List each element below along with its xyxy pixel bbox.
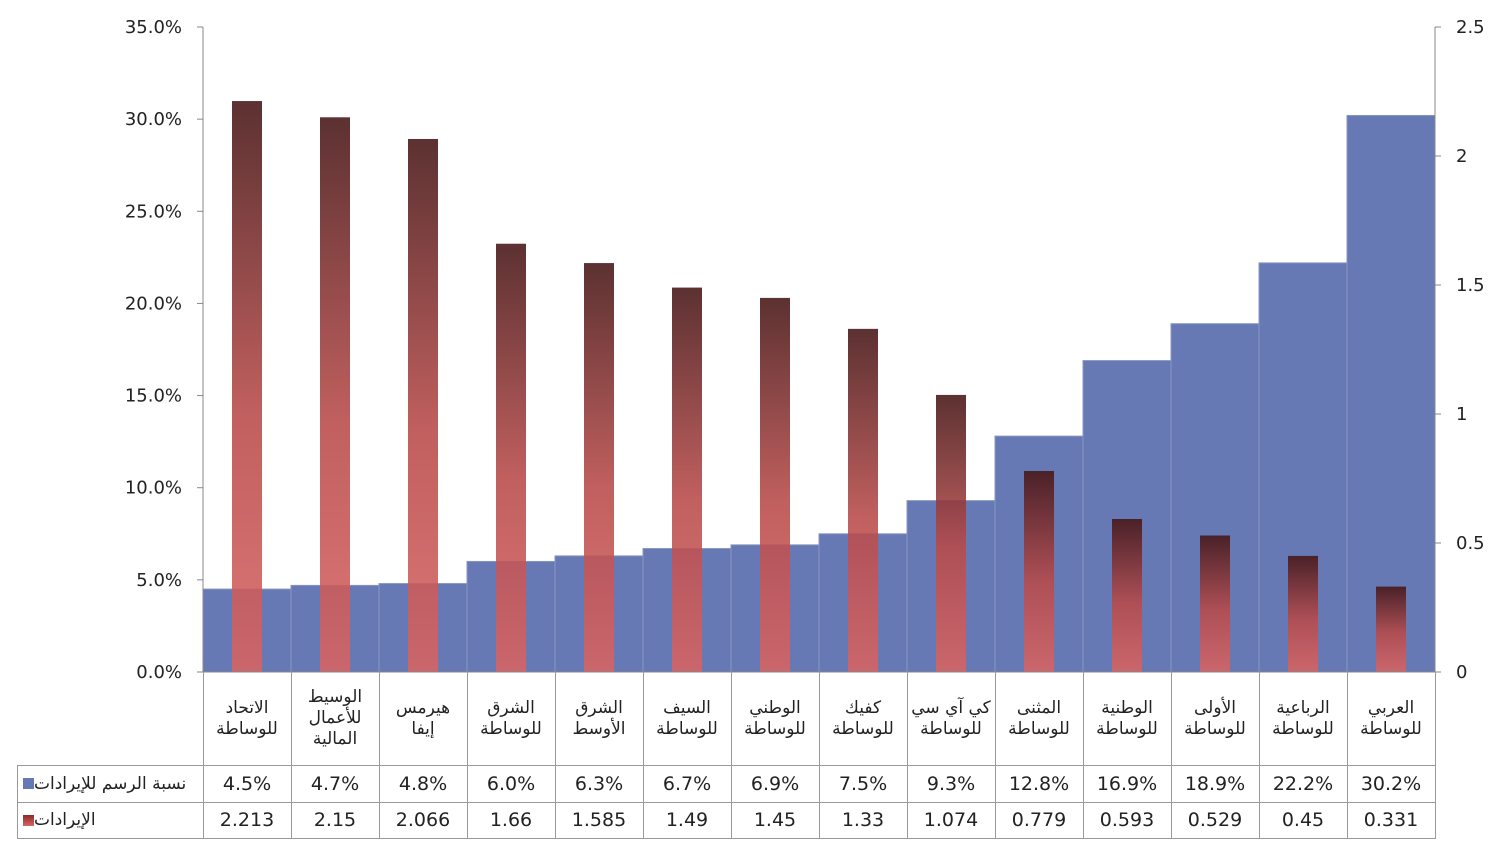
- revenue-value: 0.529: [1187, 809, 1243, 831]
- revenue-bar: [1024, 471, 1054, 672]
- right-tick-label: 1.5: [1456, 275, 1485, 296]
- revenue-bar: [408, 138, 438, 673]
- table-gridline: [467, 672, 468, 838]
- revenue-bar: [320, 117, 350, 673]
- revenue-bar: [1200, 535, 1230, 672]
- table-gridline: [291, 672, 292, 838]
- fee-ratio-bar: [1346, 114, 1436, 673]
- fee-ratio-value: 6.3%: [574, 772, 624, 795]
- revenue-value: 2.15: [313, 809, 357, 831]
- left-tick-label: 0.0%: [136, 662, 182, 683]
- revenue-bar: [584, 263, 614, 672]
- fee-ratio-value: 12.8%: [1008, 772, 1070, 795]
- right-tick-label: 0: [1456, 662, 1467, 683]
- revenue-bar: [936, 394, 966, 672]
- right-tick-label: 0.5: [1456, 533, 1485, 554]
- table-gridline: [1083, 672, 1084, 838]
- category-label: الاتحاد للوساطة: [216, 697, 278, 739]
- legend-swatch: [23, 778, 34, 789]
- legend-swatch: [23, 814, 34, 826]
- category-label: الرباعية للوساطة: [1272, 697, 1334, 739]
- table-gridline: [1347, 672, 1348, 838]
- fee-ratio-value: 4.7%: [310, 772, 360, 795]
- fee-ratio-value: 18.9%: [1184, 772, 1246, 795]
- table-gridline: [17, 765, 18, 838]
- table-gridline: [995, 672, 996, 838]
- table-gridline: [17, 765, 1435, 766]
- left-tick-label: 30.0%: [125, 109, 182, 130]
- fee-ratio-value: 30.2%: [1360, 772, 1422, 795]
- revenue-bar: [1112, 519, 1142, 672]
- table-gridline: [379, 672, 380, 838]
- category-label: هيرمس إيفا: [395, 697, 451, 739]
- category-label: كي آي سي للوساطة: [911, 697, 991, 739]
- category-label: الأولى للوساطة: [1184, 697, 1246, 739]
- fee-ratio-value: 4.5%: [222, 772, 272, 795]
- revenue-bar: [672, 287, 702, 672]
- category-label: الوطني للوساطة: [744, 697, 806, 739]
- fee-ratio-value: 4.8%: [398, 772, 448, 795]
- revenue-value: 1.49: [665, 809, 709, 831]
- right-tick-label: 1: [1456, 404, 1467, 425]
- right-tick-label: 2: [1456, 146, 1467, 167]
- revenue-value: 1.585: [571, 809, 627, 831]
- revenue-value: 0.331: [1363, 809, 1419, 831]
- revenue-value: 1.45: [753, 809, 797, 831]
- fee-ratio-value: 6.9%: [750, 772, 800, 795]
- table-gridline: [555, 672, 556, 838]
- revenue-bar: [496, 243, 526, 672]
- revenue-value: 0.779: [1011, 809, 1067, 831]
- table-gridline: [819, 672, 820, 838]
- fee-ratio-value: 6.0%: [486, 772, 536, 795]
- table-gridline: [17, 838, 1436, 839]
- table-gridline: [1259, 672, 1260, 838]
- left-tick-label: 25.0%: [125, 201, 182, 222]
- revenue-bar: [848, 328, 878, 672]
- table-gridline: [1435, 672, 1436, 838]
- revenue-value: 2.213: [219, 809, 275, 831]
- revenue-bar: [1288, 555, 1318, 672]
- table-gridline: [907, 672, 908, 838]
- revenue-value: 0.593: [1099, 809, 1155, 831]
- revenue-bar: [1376, 586, 1406, 672]
- legend-revenue: الإيرادات: [17, 802, 203, 838]
- left-tick-label: 15.0%: [125, 386, 182, 407]
- category-label: كفيك للوساطة: [832, 697, 894, 739]
- table-gridline: [1171, 672, 1172, 838]
- fee-ratio-value: 7.5%: [838, 772, 888, 795]
- right-tick-label: 2.5: [1456, 17, 1485, 38]
- table-gridline: [643, 672, 644, 838]
- category-label: الشرق الأوسط: [572, 697, 626, 739]
- fee-ratio-value: 16.9%: [1096, 772, 1158, 795]
- category-label: المثنى للوساطة: [1008, 697, 1070, 739]
- revenue-value: 1.33: [841, 809, 885, 831]
- revenue-value: 1.074: [923, 809, 979, 831]
- category-label: السيف للوساطة: [656, 697, 718, 739]
- left-tick-label: 5.0%: [136, 570, 182, 591]
- legend-fee-ratio: نسبة الرسم للإيرادات: [17, 765, 203, 802]
- left-tick-label: 10.0%: [125, 478, 182, 499]
- revenue-value: 0.45: [1281, 809, 1325, 831]
- table-gridline: [17, 802, 1435, 803]
- legend-label: الإيرادات: [34, 810, 96, 830]
- table-gridline: [203, 672, 204, 838]
- revenue-bar: [232, 101, 262, 672]
- fee-ratio-value: 22.2%: [1272, 772, 1334, 795]
- fee-ratio-value: 9.3%: [926, 772, 976, 795]
- left-tick-label: 20.0%: [125, 293, 182, 314]
- category-label: الوسيط للأعمال المالية: [307, 687, 363, 749]
- revenue-bar: [760, 297, 790, 672]
- revenue-value: 1.66: [489, 809, 533, 831]
- fee-ratio-value: 6.7%: [662, 772, 712, 795]
- revenue-value: 2.066: [395, 809, 451, 831]
- category-label: الوطنية للوساطة: [1096, 697, 1158, 739]
- category-label: العربي للوساطة: [1360, 697, 1422, 739]
- category-label: الشرق للوساطة: [480, 697, 542, 739]
- left-tick-label: 35.0%: [125, 17, 182, 38]
- legend-label: نسبة الرسم للإيرادات: [34, 773, 187, 794]
- table-gridline: [731, 672, 732, 838]
